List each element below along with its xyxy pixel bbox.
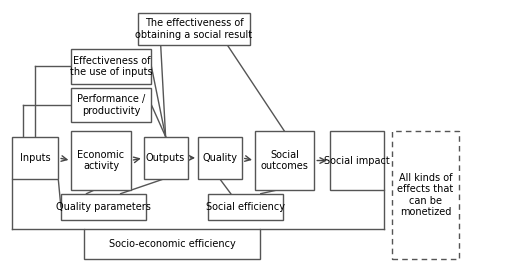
Text: Quality: Quality (202, 153, 238, 163)
FancyBboxPatch shape (330, 131, 384, 190)
FancyBboxPatch shape (255, 131, 314, 190)
Text: Performance /
productivity: Performance / productivity (77, 94, 146, 116)
Text: Social efficiency: Social efficiency (206, 202, 285, 212)
FancyBboxPatch shape (138, 13, 250, 45)
Text: Inputs: Inputs (20, 153, 50, 163)
Text: Social impact: Social impact (324, 155, 390, 166)
FancyBboxPatch shape (71, 49, 151, 84)
Text: The effectiveness of
obtaining a social result: The effectiveness of obtaining a social … (136, 18, 253, 40)
FancyBboxPatch shape (71, 88, 151, 122)
Text: All kinds of
effects that
can be
monetized: All kinds of effects that can be monetiz… (397, 173, 453, 217)
FancyBboxPatch shape (12, 137, 58, 179)
Text: Socio-economic efficiency: Socio-economic efficiency (109, 239, 236, 249)
FancyBboxPatch shape (61, 194, 146, 220)
FancyBboxPatch shape (144, 137, 188, 179)
Text: Outputs: Outputs (146, 153, 185, 163)
FancyBboxPatch shape (198, 137, 242, 179)
Text: Social
outcomes: Social outcomes (261, 150, 308, 171)
Text: Effectiveness of
the use of inputs: Effectiveness of the use of inputs (70, 55, 152, 77)
FancyBboxPatch shape (392, 131, 459, 259)
Text: Economic
activity: Economic activity (77, 150, 124, 171)
Text: Quality parameters: Quality parameters (56, 202, 151, 212)
FancyBboxPatch shape (71, 131, 131, 190)
FancyBboxPatch shape (84, 229, 260, 259)
FancyBboxPatch shape (209, 194, 283, 220)
